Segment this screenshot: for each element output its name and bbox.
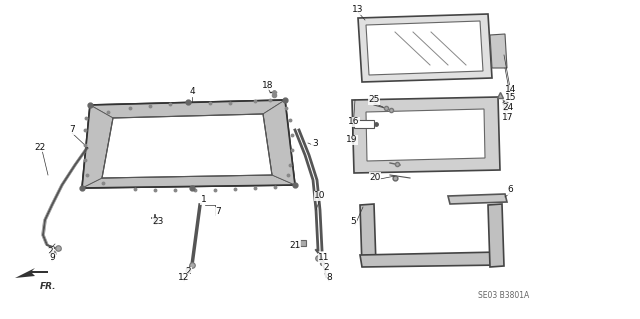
Text: 20: 20 <box>369 173 381 182</box>
Polygon shape <box>360 252 502 267</box>
Text: 24: 24 <box>502 103 514 113</box>
Text: 7: 7 <box>69 125 75 135</box>
Text: 25: 25 <box>368 95 380 105</box>
Text: 3: 3 <box>312 138 318 147</box>
Polygon shape <box>358 14 492 82</box>
Text: 19: 19 <box>346 136 358 145</box>
Text: 22: 22 <box>35 143 45 152</box>
Text: 18: 18 <box>262 80 274 90</box>
Text: 14: 14 <box>506 85 516 94</box>
Text: SE03 B3801A: SE03 B3801A <box>478 291 529 300</box>
Polygon shape <box>90 100 285 118</box>
Text: 4: 4 <box>189 87 195 97</box>
Polygon shape <box>448 194 507 204</box>
Text: 12: 12 <box>179 273 189 283</box>
Bar <box>354 120 374 128</box>
Text: 2: 2 <box>47 248 53 256</box>
Text: FR.: FR. <box>40 282 56 291</box>
Polygon shape <box>82 105 113 188</box>
Polygon shape <box>488 204 504 267</box>
Polygon shape <box>82 175 295 188</box>
Polygon shape <box>366 109 485 161</box>
Text: 23: 23 <box>152 218 164 226</box>
Polygon shape <box>490 34 507 68</box>
Text: 8: 8 <box>326 273 332 283</box>
Text: 17: 17 <box>502 113 514 122</box>
Text: 13: 13 <box>352 5 364 14</box>
Text: 2: 2 <box>323 263 329 272</box>
Polygon shape <box>102 114 272 178</box>
Polygon shape <box>352 97 500 173</box>
Polygon shape <box>366 21 483 75</box>
Polygon shape <box>360 204 376 266</box>
Polygon shape <box>82 100 295 188</box>
Text: 11: 11 <box>318 254 330 263</box>
Text: 7: 7 <box>215 207 221 217</box>
Text: 2: 2 <box>185 268 191 277</box>
Polygon shape <box>263 100 295 185</box>
Polygon shape <box>15 268 48 278</box>
Text: 16: 16 <box>348 117 360 127</box>
Text: 10: 10 <box>314 191 326 201</box>
Text: 6: 6 <box>507 186 513 195</box>
Text: 1: 1 <box>201 196 207 204</box>
Text: 21: 21 <box>289 241 301 249</box>
Text: 5: 5 <box>350 218 356 226</box>
Text: 15: 15 <box>505 93 516 101</box>
Text: 9: 9 <box>49 254 55 263</box>
